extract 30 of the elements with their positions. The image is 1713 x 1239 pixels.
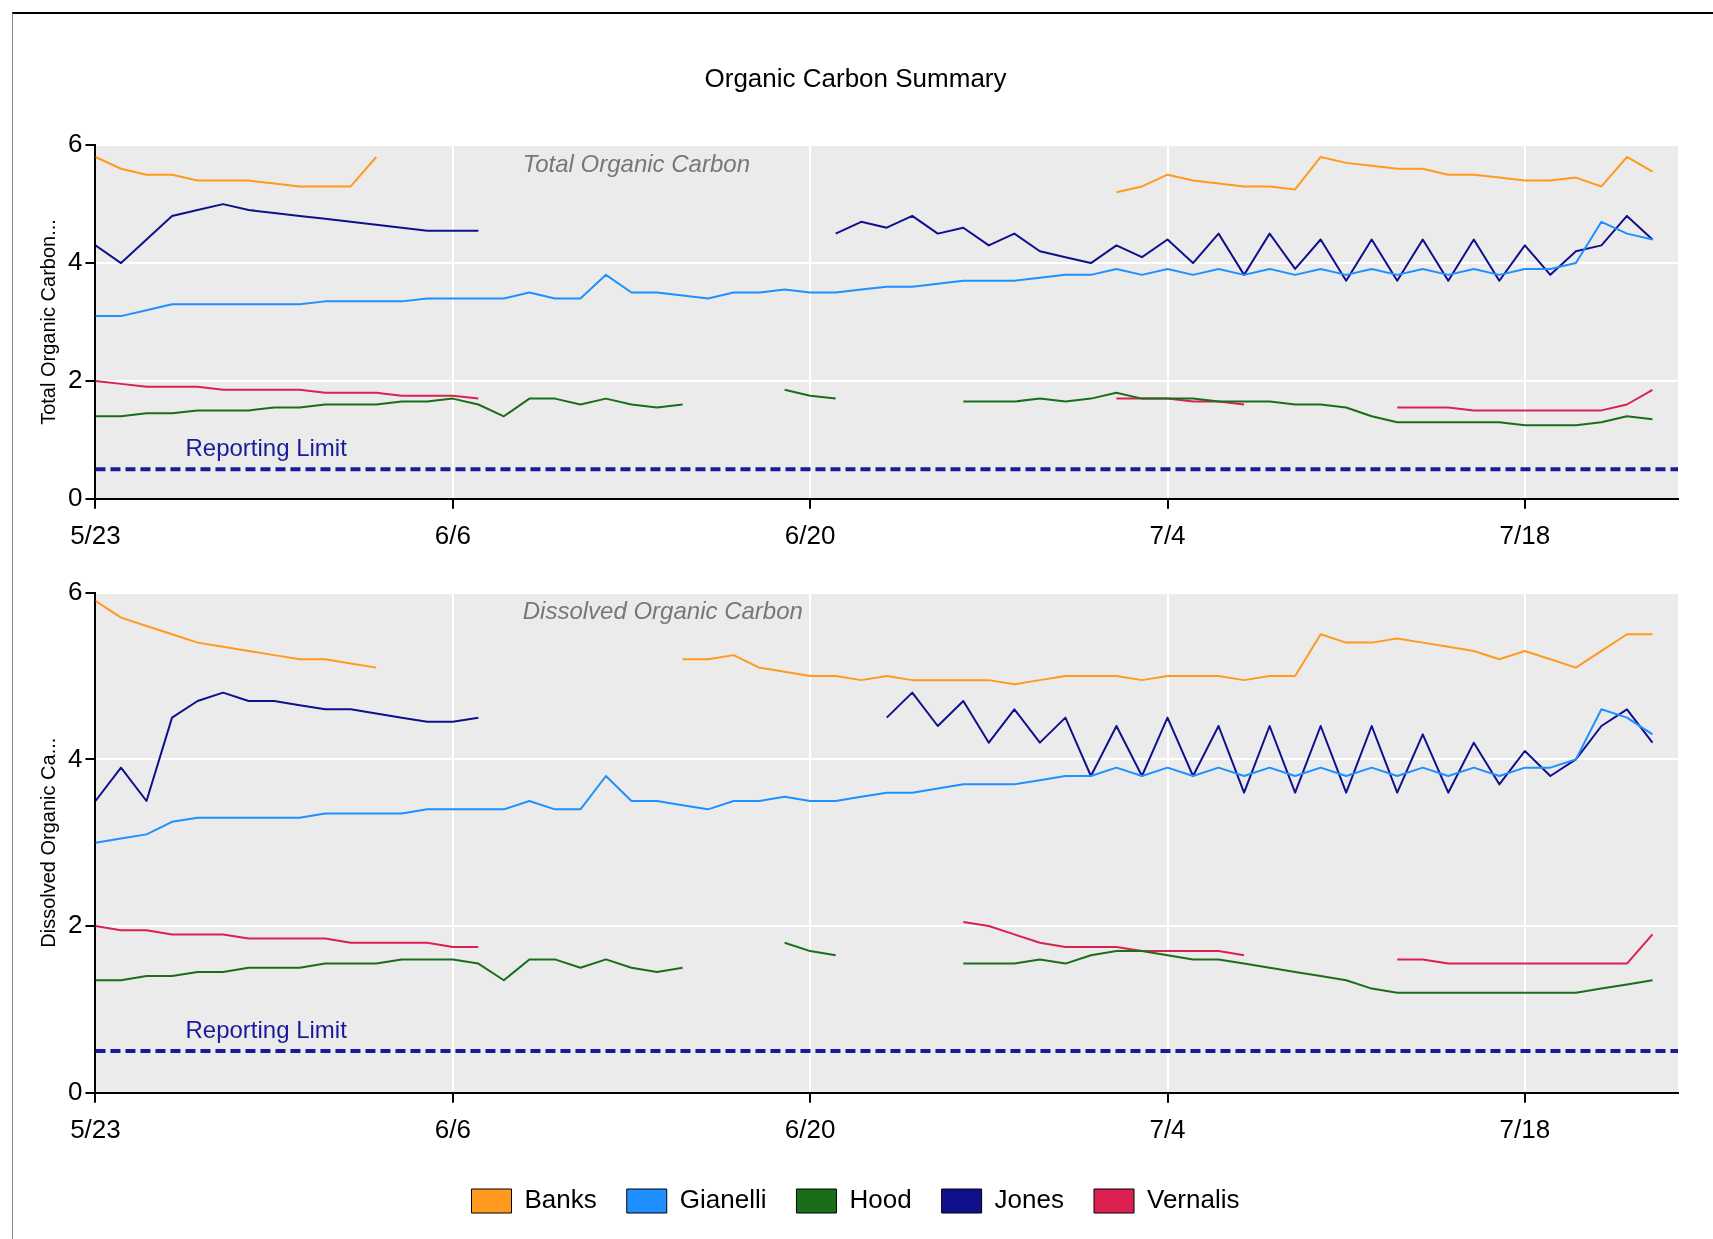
y-tick-label: 4: [67, 742, 83, 773]
legend-label: Banks: [524, 1184, 597, 1215]
x-tick-label: 5/23: [70, 1113, 121, 1144]
x-tick-label: 7/4: [1149, 1113, 1186, 1144]
x-tick-label: 7/4: [1149, 519, 1186, 550]
x-tick-label: 6/20: [784, 1113, 836, 1144]
x-tick-label: 7/18: [1499, 1113, 1551, 1144]
x-tick-label: 6/6: [434, 1113, 471, 1144]
y-tick-label: 2: [67, 364, 83, 395]
x-tick-label: 6/6: [434, 519, 471, 550]
annotation: Dissolved Organic Carbon: [522, 597, 803, 625]
ref-line-label: Reporting Limit: [185, 1015, 348, 1043]
y-tick-label: 6: [67, 128, 83, 159]
x-tick-label: 7/18: [1499, 519, 1551, 550]
x-tick-label: 6/20: [784, 519, 836, 550]
ref-line-label: Reporting Limit: [185, 433, 348, 461]
y-tick-label: 4: [67, 246, 83, 277]
y-axis-title: Total Organic Carbon...: [36, 219, 59, 425]
legend-label: Vernalis: [1147, 1184, 1240, 1215]
annotation: Total Organic Carbon: [522, 149, 750, 177]
y-tick-label: 0: [67, 481, 83, 512]
y-tick-label: 0: [67, 1075, 83, 1106]
x-tick-label: 5/23: [70, 519, 121, 550]
legend-label: Jones: [994, 1184, 1065, 1215]
y-axis-title: Dissolved Organic Ca...: [36, 737, 59, 948]
y-tick-label: 2: [67, 909, 83, 940]
y-tick-label: 6: [67, 575, 83, 606]
legend-label: Gianelli: [679, 1184, 767, 1215]
chart-title: Organic Carbon Summary: [704, 62, 1007, 93]
legend-label: Hood: [849, 1184, 912, 1215]
